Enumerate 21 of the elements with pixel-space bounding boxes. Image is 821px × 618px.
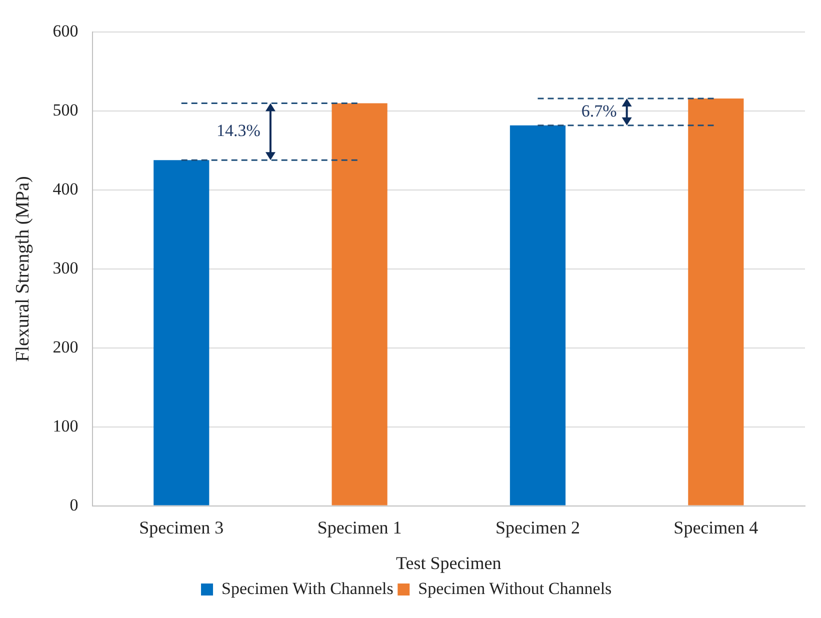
y-tick-label: 100 — [52, 416, 78, 436]
bar — [510, 125, 566, 506]
bar — [154, 160, 210, 506]
bar — [688, 98, 744, 506]
x-axis-title: Test Specimen — [396, 552, 502, 573]
x-tick-label: Specimen 2 — [495, 517, 580, 538]
y-tick-label: 500 — [52, 100, 78, 120]
y-tick-label: 400 — [52, 180, 78, 199]
x-tick-label: Specimen 3 — [139, 517, 224, 538]
annotation: 14.3% — [216, 121, 260, 140]
annotation: 6.7% — [581, 101, 617, 120]
y-tick-label: 300 — [52, 258, 78, 278]
legend-label: Specimen Without Channels — [418, 578, 612, 598]
x-tick-label: Specimen 1 — [317, 517, 402, 538]
legend-label: Specimen With Channels — [222, 578, 394, 598]
y-tick-label: 200 — [52, 337, 78, 356]
bar — [332, 103, 388, 506]
y-tick-label: 600 — [52, 22, 78, 41]
x-tick-label: Specimen 4 — [674, 517, 758, 538]
y-tick-label: 0 — [70, 495, 78, 514]
y-axis-title: Flexural Strength (MPa) — [12, 176, 34, 362]
